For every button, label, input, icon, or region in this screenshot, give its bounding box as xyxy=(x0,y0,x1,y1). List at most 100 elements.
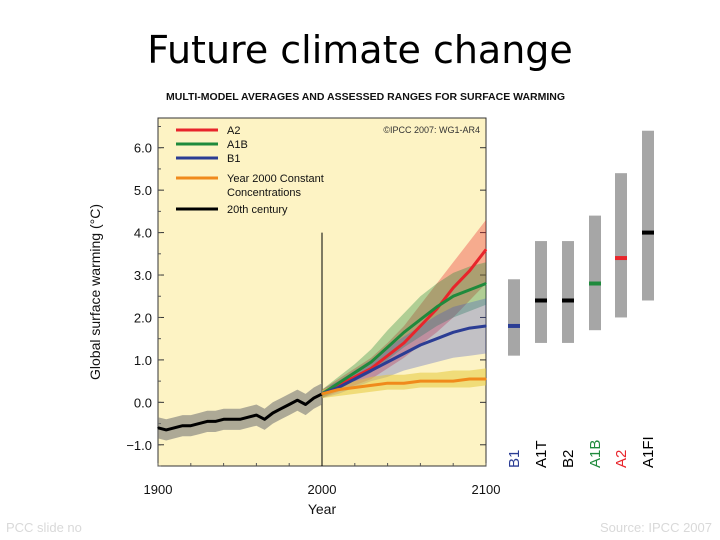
data-point-20th-century xyxy=(313,397,315,399)
data-point-20th-century xyxy=(231,418,233,421)
range-bar-a1fi xyxy=(642,130,654,301)
data-point-year-2000-constant-concentrations xyxy=(370,384,373,387)
range-best-b1 xyxy=(508,323,520,328)
y-axis-label: Global surface warming (°C) xyxy=(87,204,103,380)
y-tick-label: 5.0 xyxy=(134,183,152,198)
data-point-a2 xyxy=(386,354,389,357)
data-point-20th-century xyxy=(280,407,282,410)
range-label-a1b: A1B xyxy=(587,440,604,468)
data-point-b1 xyxy=(337,386,340,389)
data-point-year-2000-constant-concentrations xyxy=(321,393,323,395)
data-point-20th-century xyxy=(263,418,266,421)
legend-label: A1B xyxy=(227,139,248,151)
slide-title: Future climate change xyxy=(147,28,573,72)
range-label-a1t: A1T xyxy=(533,440,550,468)
data-point-20th-century xyxy=(173,427,176,429)
chart-title: MULTI-MODEL AVERAGES AND ASSESSED RANGES… xyxy=(166,91,565,103)
data-point-20th-century xyxy=(288,403,291,406)
data-point-b1 xyxy=(370,369,373,372)
data-point-a1b xyxy=(419,318,422,321)
data-point-20th-century xyxy=(296,399,299,402)
data-point-20th-century xyxy=(206,420,208,423)
data-point-a2 xyxy=(468,269,471,272)
data-point-20th-century xyxy=(272,412,274,414)
range-label-a1fi: A1FI xyxy=(640,436,657,468)
data-point-b1 xyxy=(419,344,422,346)
data-point-20th-century xyxy=(255,414,258,416)
data-point-b1 xyxy=(403,352,405,355)
data-point-20th-century xyxy=(304,403,307,406)
data-point-a1b xyxy=(386,346,389,348)
y-tick-label: 0.0 xyxy=(134,395,152,410)
data-point-b1 xyxy=(436,337,438,340)
data-point-a2 xyxy=(452,286,455,289)
legend-label: B1 xyxy=(227,153,240,165)
y-tick-label: −1.0 xyxy=(126,438,152,453)
y-tick-label: 1.0 xyxy=(134,353,152,368)
data-point-a1b xyxy=(468,289,471,291)
range-best-a1t xyxy=(535,298,547,303)
range-label-a2: A2 xyxy=(613,450,630,468)
range-bar-a2 xyxy=(615,173,627,318)
data-point-b1 xyxy=(468,327,471,329)
data-point-a1b xyxy=(403,331,405,334)
x-axis-label: Year xyxy=(308,501,337,517)
data-point-20th-century xyxy=(214,420,217,423)
data-point-a1b xyxy=(485,282,487,285)
data-point-year-2000-constant-concentrations xyxy=(485,378,487,380)
band-20th-century xyxy=(158,383,322,441)
data-point-year-2000-constant-concentrations xyxy=(337,388,340,391)
data-point-b1 xyxy=(354,378,356,380)
data-point-20th-century xyxy=(157,427,159,429)
data-point-year-2000-constant-concentrations xyxy=(468,378,471,380)
range-best-a1fi xyxy=(642,230,654,235)
data-point-year-2000-constant-concentrations xyxy=(354,386,356,389)
data-point-20th-century xyxy=(181,424,184,427)
data-point-a1b xyxy=(354,371,356,374)
range-bar-b2 xyxy=(562,241,574,343)
data-point-20th-century xyxy=(165,429,167,431)
range-bar-a1t xyxy=(535,241,547,343)
data-point-b1 xyxy=(452,331,455,334)
y-tick-label: 6.0 xyxy=(134,141,152,156)
range-label-b2: B2 xyxy=(560,450,577,468)
legend-label: 20th century xyxy=(227,204,288,216)
x-tick-label: 2000 xyxy=(308,482,337,497)
data-point-a2 xyxy=(403,342,405,344)
x-tick-label: 1900 xyxy=(144,482,173,497)
data-point-year-2000-constant-concentrations xyxy=(386,382,389,385)
data-point-year-2000-constant-concentrations xyxy=(452,380,455,382)
data-point-year-2000-constant-concentrations xyxy=(403,382,405,385)
data-point-a1b xyxy=(337,382,340,385)
y-tick-label: 3.0 xyxy=(134,268,152,283)
range-bar-b1 xyxy=(508,279,520,356)
legend-label: Concentrations xyxy=(227,187,301,199)
data-point-a2 xyxy=(485,248,487,251)
data-point-20th-century xyxy=(222,418,225,421)
data-point-a1b xyxy=(436,306,438,308)
data-point-20th-century xyxy=(247,416,249,418)
legend-label: A2 xyxy=(227,125,240,137)
data-point-a1b xyxy=(370,361,373,363)
chart-credit: ©IPCC 2007: WG1-AR4 xyxy=(383,125,480,135)
data-point-20th-century xyxy=(190,424,192,427)
range-label-b1: B1 xyxy=(506,450,523,468)
data-point-20th-century xyxy=(239,418,241,421)
footer-source: Source: IPCC 2007 xyxy=(599,520,712,535)
legend-label: Year 2000 Constant xyxy=(227,173,324,185)
range-best-a1b xyxy=(589,281,601,286)
y-tick-label: 4.0 xyxy=(134,226,152,241)
range-bar-a1b xyxy=(589,215,601,331)
data-point-b1 xyxy=(485,325,487,327)
band-a2 xyxy=(322,219,486,399)
data-point-year-2000-constant-concentrations xyxy=(436,380,438,382)
footer-left: PCC slide no xyxy=(6,520,82,535)
data-point-a2 xyxy=(419,325,422,327)
range-best-b2 xyxy=(562,298,574,303)
data-point-a1b xyxy=(452,295,455,298)
range-best-a2 xyxy=(615,256,627,261)
y-tick-label: 2.0 xyxy=(134,310,152,325)
data-point-20th-century xyxy=(198,422,200,425)
x-tick-label: 2100 xyxy=(472,482,501,497)
